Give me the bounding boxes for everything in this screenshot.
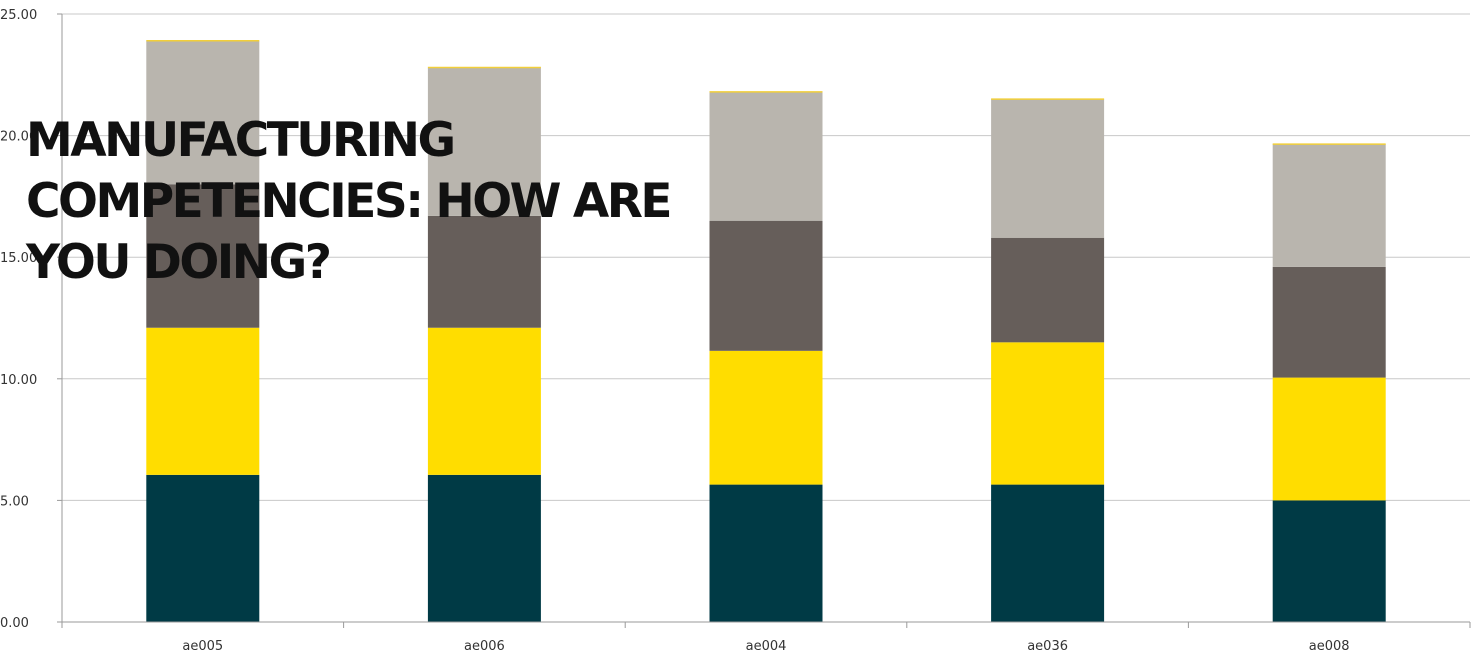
bar-segment-ae004-s1 [709, 484, 823, 622]
bar-segment-ae036-s4 [991, 99, 1105, 238]
bar-segment-ae006-s4 [427, 67, 541, 216]
x-tick-label: ae005 [182, 639, 223, 654]
y-tick-label: 5.00 [0, 494, 29, 509]
bar-segment-ae008-s1 [1272, 500, 1386, 622]
x-tick-label: ae006 [464, 639, 505, 654]
tick-labels: 0.00 5.00 10.00 15.00 20.00 25.00 ae005 ae006 ae… [0, 8, 1350, 654]
headline-line-1: MANUFACTURING [26, 113, 456, 168]
bar-segment-ae005-s3 [146, 184, 260, 328]
y-tick-label: 0.00 [0, 616, 29, 631]
bar-segment-ae004-s4 [709, 91, 823, 221]
bar-segment-ae006-s2 [427, 327, 541, 475]
x-tick-label: ae036 [1027, 639, 1068, 654]
bar-segment-ae008-s2 [1272, 377, 1386, 501]
y-tick-label: 10.00 [0, 373, 37, 388]
y-tick-label: 25.00 [0, 8, 37, 23]
headline-title: MANUFACTURING COMPETENCIES: HOW ARE YOU … [26, 110, 826, 293]
bar-segment-ae008-s4 [1272, 144, 1386, 267]
headline-line-2: COMPETENCIES: HOW ARE [26, 174, 673, 229]
x-tick-label: ae004 [746, 639, 787, 654]
y-tick-label: 20.00 [0, 130, 37, 145]
bar-segment-ae006-s3 [427, 215, 541, 328]
bar-segment-ae036-s2 [991, 342, 1105, 485]
bar-segment-ae004-s2 [709, 350, 823, 485]
bar-segment-ae005-s2 [146, 327, 260, 475]
bar-segment-ae008-s3 [1272, 266, 1386, 378]
headline-line-3: YOU DOING? [26, 235, 332, 290]
bar-stacks [146, 40, 1386, 622]
bar-segment-ae004-s3 [709, 220, 823, 351]
axes [57, 13, 1471, 628]
bar-segment-ae005-s4 [146, 40, 260, 185]
bar-segment-ae036-s1 [991, 484, 1105, 622]
bar-segment-ae006-s1 [427, 474, 541, 622]
bar-segment-ae036-s3 [991, 237, 1105, 343]
bar-segment-ae005-s1 [146, 474, 260, 622]
x-tick-label: ae008 [1309, 639, 1350, 654]
y-tick-label: 15.00 [0, 251, 37, 266]
